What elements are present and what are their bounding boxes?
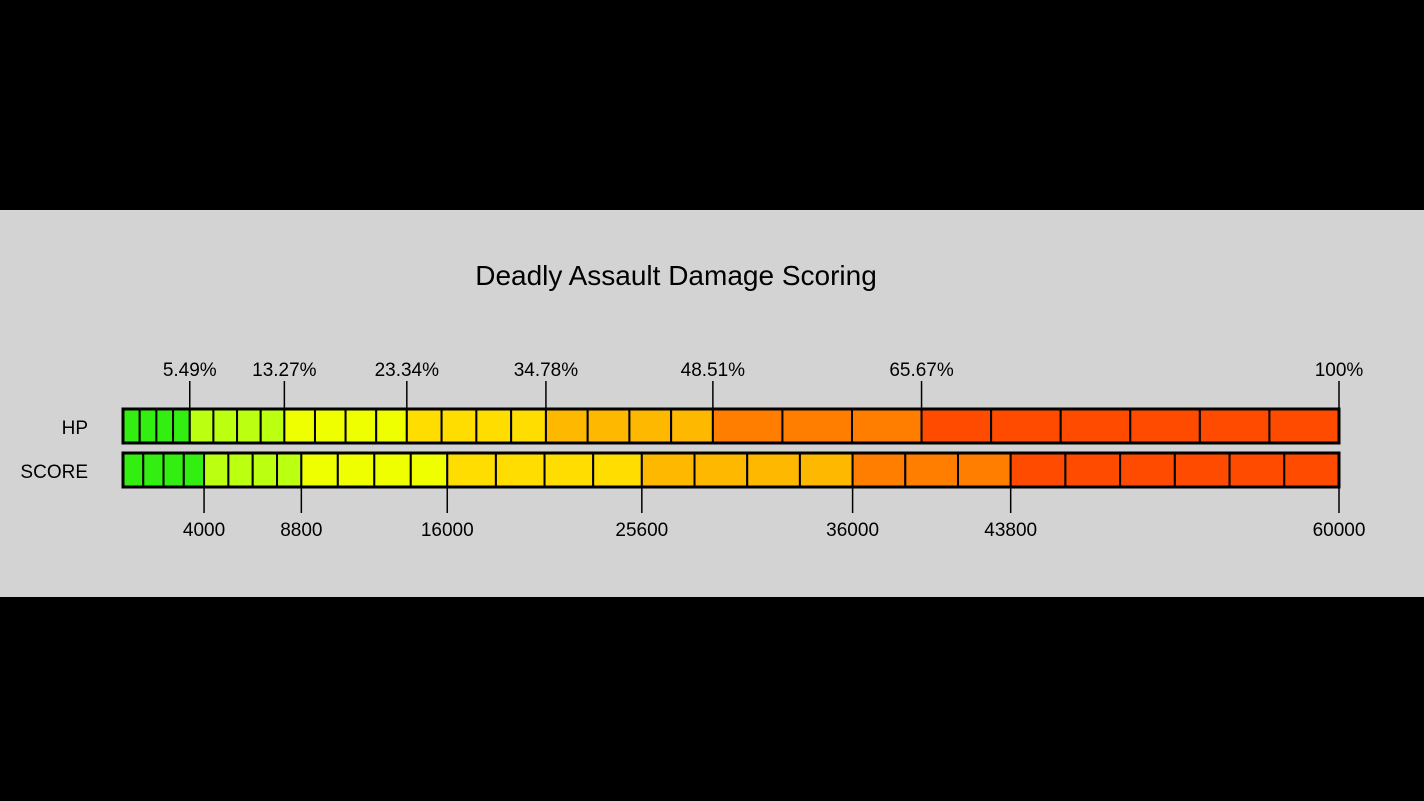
bar-cell-score-4-3 [798,452,854,488]
bar-cell-score-4-1 [693,452,749,488]
bar-cell-score-1-0 [203,452,230,488]
bar-cell-score-6-3 [1173,452,1231,488]
marker-label-hp-0: 5.49% [163,360,217,381]
bar-cell-hp-6-5 [1268,408,1341,444]
bar-cell-score-2-3 [409,452,449,488]
bar-cell-hp-0-3 [172,408,191,444]
marker-label-score-6: 60000 [1313,520,1366,541]
marker-label-hp-5: 65.67% [889,360,954,381]
marker-label-hp-1: 13.27% [252,360,317,381]
bar-cell-score-0-3 [182,452,206,488]
bar-cell-score-5-2 [956,452,1012,488]
marker-label-score-2: 16000 [421,520,474,541]
bar-cell-score-3-0 [446,452,497,488]
bar-cell-hp-5-2 [850,408,923,444]
bar-cell-score-0-2 [162,452,185,488]
bar-cell-hp-6-0 [920,408,993,444]
bar-cell-hp-2-0 [283,408,316,444]
marker-label-score-3: 25600 [615,520,668,541]
row-label-hp: HP [62,418,88,439]
bar-cell-hp-6-1 [990,408,1062,444]
bar-cell-score-4-0 [640,452,696,488]
bar-cell-score-1-1 [227,452,254,488]
marker-label-hp-4: 48.51% [681,360,746,381]
bar-cell-score-3-3 [592,452,643,488]
bar-cell-hp-2-2 [344,408,378,444]
bar-cell-hp-3-2 [475,408,513,444]
bar-cell-hp-3-1 [440,408,478,444]
bar-cell-hp-0-2 [155,408,175,444]
marker-label-hp-3: 34.78% [514,360,579,381]
marker-label-hp-6: 100% [1315,360,1364,381]
bar-cell-hp-6-4 [1198,408,1271,444]
bar-outline-score [121,451,1341,489]
bar-cell-hp-6-2 [1059,408,1132,444]
chart-title: Deadly Assault Damage Scoring [475,260,877,291]
bar-cell-score-1-3 [276,452,303,488]
bar-outline-hp [121,407,1341,445]
bar-cell-score-6-1 [1064,452,1122,488]
row-label-score: SCORE [20,462,88,483]
bar-cell-hp-4-1 [586,408,631,444]
bar-cell-hp-1-0 [188,408,215,444]
bar-cell-hp-4-0 [544,408,589,444]
bar-cell-hp-1-3 [259,408,286,444]
bar-cell-hp-0-1 [138,408,158,444]
bar-cell-hp-1-1 [212,408,239,444]
marker-label-score-4: 36000 [826,520,879,541]
marker-label-hp-2: 23.34% [375,360,440,381]
bar-cell-score-0-0 [122,452,145,488]
bar-cell-score-3-1 [494,452,546,488]
bar-cell-hp-5-1 [781,408,853,444]
bar-cell-score-2-2 [373,452,412,488]
bar-cell-score-4-2 [746,452,801,488]
chart-panel [0,210,1424,597]
bar-cell-hp-5-0 [711,408,784,444]
bar-cell-score-5-0 [851,452,907,488]
bar-cell-hp-3-0 [405,408,443,444]
marker-label-score-1: 8800 [280,520,322,541]
bar-cell-score-1-2 [251,452,279,488]
bar-cell-score-6-4 [1228,452,1286,488]
bar-cell-score-6-0 [1009,452,1067,488]
bar-cell-hp-4-3 [670,408,714,444]
bar-cell-hp-6-3 [1129,408,1201,444]
marker-label-score-5: 43800 [984,520,1037,541]
bar-cell-hp-3-3 [510,408,547,444]
bar-cell-hp-0-0 [122,408,141,444]
bar-cell-score-6-2 [1119,452,1176,488]
bar-cell-hp-2-3 [375,408,408,444]
bar-cell-score-6-5 [1283,452,1341,488]
bar-cell-hp-1-2 [236,408,262,444]
bar-cell-hp-2-1 [313,408,347,444]
bar-cell-score-5-1 [904,452,959,488]
bar-cell-score-2-0 [300,452,339,488]
bar-cell-hp-4-2 [628,408,673,444]
bar-cell-score-2-1 [336,452,376,488]
bar-cell-score-0-1 [142,452,165,488]
marker-label-score-0: 4000 [183,520,225,541]
bar-cell-score-3-2 [543,452,595,488]
